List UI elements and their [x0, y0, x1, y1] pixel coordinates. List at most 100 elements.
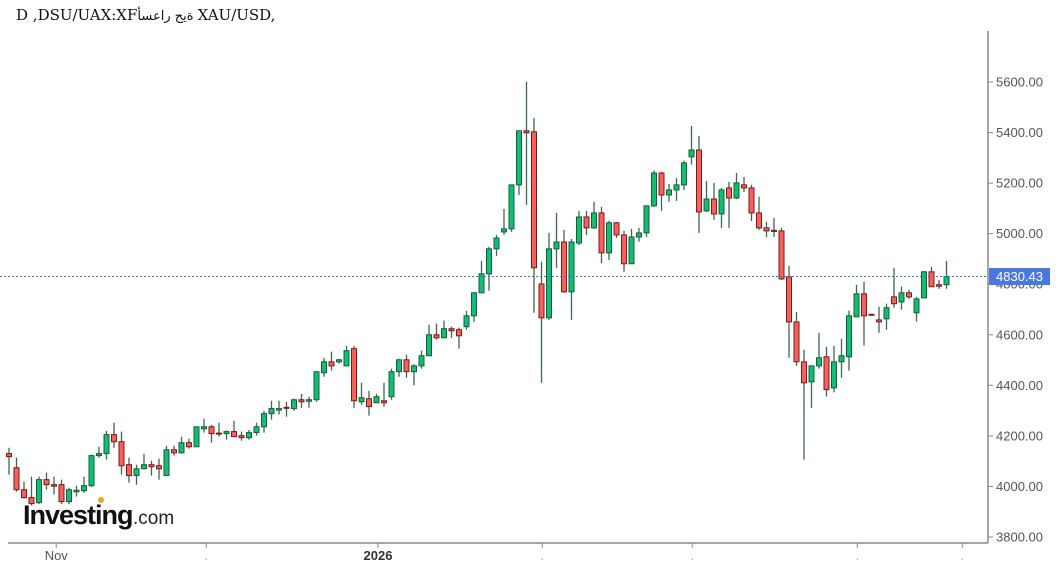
candle-down	[456, 327, 462, 349]
candle-body	[763, 227, 770, 232]
candle-down	[126, 457, 132, 483]
candle-up	[688, 125, 695, 165]
candle-up	[81, 476, 87, 493]
candle-down	[58, 479, 65, 505]
candle-body	[426, 334, 432, 357]
chart-title-symbol-reversed: D ,DSU/UAX:XF	[16, 6, 138, 24]
candle-body	[201, 426, 207, 430]
candle-body	[711, 198, 717, 215]
candle-down	[118, 431, 125, 475]
candle-body	[208, 426, 215, 435]
candle-down	[726, 181, 732, 228]
price-axis-label: 5400.00	[996, 125, 1043, 140]
candle-up	[88, 454, 95, 487]
candle-up	[343, 345, 350, 367]
candle-up	[516, 130, 522, 195]
candle-body	[786, 276, 792, 323]
candles-series	[6, 82, 950, 506]
price-axis-label: 4600.00	[996, 327, 1043, 342]
candle-up	[628, 228, 635, 265]
candle-up	[508, 184, 515, 232]
candle-up	[418, 350, 425, 369]
candle-down	[801, 349, 807, 460]
candle-up	[651, 170, 657, 207]
candle-body	[831, 361, 837, 389]
candle-body	[133, 468, 140, 477]
candle-body	[51, 484, 57, 487]
candle-doji	[868, 313, 875, 316]
candle-body	[943, 276, 950, 286]
candle-body	[403, 359, 410, 373]
candle-down	[156, 458, 162, 480]
candle-up	[553, 212, 560, 268]
candle-up	[733, 173, 740, 200]
candle-body	[523, 130, 530, 134]
candle-body	[681, 162, 687, 186]
candle-body	[291, 399, 297, 410]
candle-body	[688, 149, 695, 158]
candle-body	[36, 479, 42, 504]
candle-body	[561, 241, 567, 293]
candle-body	[936, 284, 942, 287]
candle-up	[276, 400, 282, 415]
candle-down	[208, 424, 215, 443]
candle-body	[448, 328, 455, 332]
candle-body	[478, 273, 485, 294]
candle-body	[358, 397, 365, 403]
candle-down	[43, 472, 50, 490]
candle-body	[21, 489, 27, 499]
candle-down	[538, 261, 545, 383]
candle-up	[36, 476, 42, 505]
price-axis[interactable]: 5600.005400.005200.005000.004800.004600.…	[987, 31, 1043, 545]
price-axis-label: 4000.00	[996, 479, 1043, 494]
candle-up	[321, 357, 327, 377]
candle-body	[928, 271, 935, 288]
time-axis[interactable]: Nov. 2026....	[8, 542, 988, 563]
candle-body	[178, 442, 185, 454]
candle-body	[111, 434, 117, 443]
candle-body	[238, 435, 245, 439]
candle-down	[613, 221, 620, 238]
candle-down	[111, 422, 117, 448]
current-price-label: 4830.43	[989, 268, 1050, 286]
candle-body	[66, 489, 72, 503]
candle-down	[876, 306, 882, 333]
candle-body	[186, 442, 192, 448]
time-axis-label: .	[204, 548, 208, 563]
candle-body	[493, 237, 500, 250]
chart-title-pair: XAU/USD,	[197, 6, 276, 24]
candle-body	[576, 216, 582, 244]
candle-up	[681, 160, 687, 190]
price-axis-label: 3800.00	[996, 530, 1043, 545]
candle-down	[298, 393, 305, 408]
candle-body	[546, 248, 552, 319]
candle-down	[786, 265, 792, 358]
candle-body	[276, 408, 282, 411]
candle-body	[396, 359, 402, 373]
candle-body	[336, 359, 342, 363]
candle-down	[231, 420, 237, 438]
candle-body	[643, 205, 650, 234]
candle-body	[651, 172, 657, 207]
candle-body	[6, 453, 12, 458]
candle-body	[861, 293, 867, 317]
candle-body	[501, 228, 507, 233]
candle-up	[66, 487, 72, 505]
candle-body	[283, 406, 290, 409]
candle-down	[763, 221, 770, 237]
time-axis-label: .	[960, 548, 964, 563]
candle-down	[366, 390, 372, 416]
candle-body	[703, 198, 710, 212]
candle-body	[163, 449, 170, 477]
candle-up	[336, 358, 342, 364]
candle-body	[433, 334, 440, 339]
candle-down	[148, 460, 155, 476]
candle-body	[583, 216, 590, 229]
candle-body	[658, 172, 665, 196]
candle-down	[598, 206, 605, 263]
candle-body	[73, 489, 80, 493]
candle-body	[373, 396, 380, 404]
candle-down	[906, 289, 912, 299]
candle-up	[103, 430, 110, 460]
